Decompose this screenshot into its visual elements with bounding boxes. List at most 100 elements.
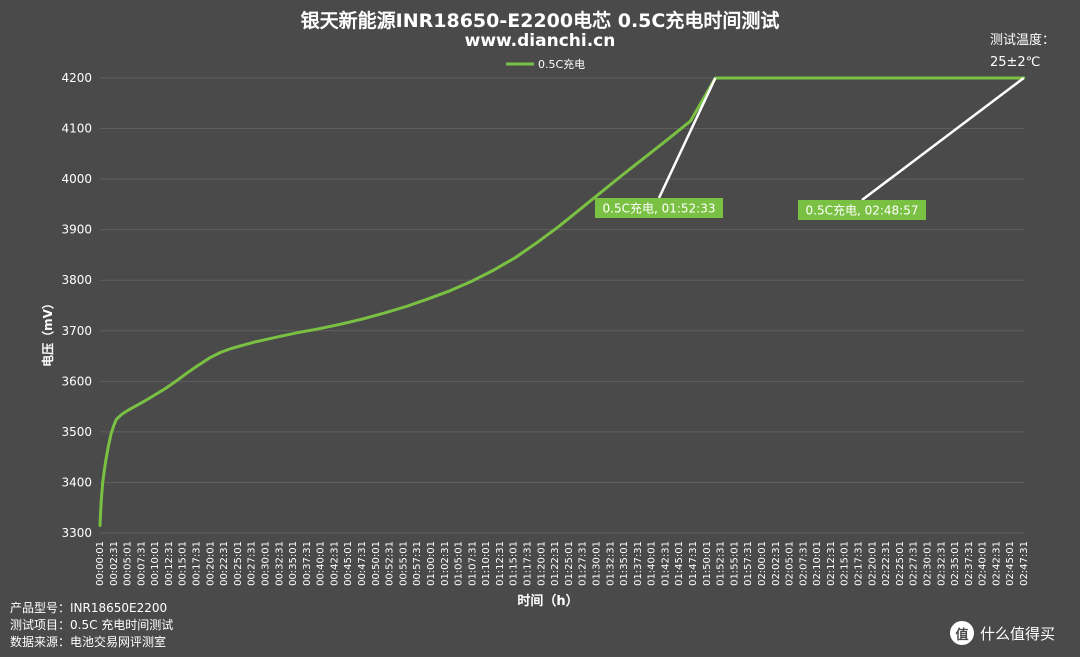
x-tick-label: 02:35:01 (950, 541, 961, 586)
y-tick-label: 3300 (61, 526, 92, 540)
x-tick-label: 00:00:01 (95, 541, 106, 586)
test-temperature: 测试温度： 25±2℃ (990, 30, 1078, 74)
legend-label: 0.5C充电 (538, 57, 585, 71)
x-tick-label: 01:32:31 (605, 541, 616, 586)
x-tick-label: 01:10:01 (481, 541, 492, 586)
x-tick-label: 02:15:01 (840, 541, 851, 586)
x-tick-label: 01:15:01 (509, 541, 520, 586)
x-tick-label: 02:27:31 (909, 541, 920, 586)
x-tick-label: 02:17:31 (854, 541, 865, 586)
x-tick-label: 02:20:01 (867, 541, 878, 586)
annotations: 0.5C充电, 01:52:33 0.5C充电, 02:48:57 (595, 77, 1025, 220)
footer-info: 产品型号：INR18650E2200 测试项目：0.5C 充电时间测试 数据来源… (10, 600, 173, 651)
x-tick-label: 01:37:31 (633, 541, 644, 586)
y-tick-label: 4200 (61, 71, 92, 85)
annotation-leader-1 (861, 77, 1025, 201)
x-tick-label: 01:40:01 (647, 541, 658, 586)
series-lines (98, 76, 1026, 527)
x-tick-label: 01:25:01 (564, 541, 575, 586)
x-tick-label: 01:42:31 (660, 541, 671, 586)
x-tick-label: 00:47:31 (357, 541, 368, 586)
x-tick-label: 00:30:01 (260, 541, 271, 586)
annotation-box-0 (595, 198, 723, 218)
x-tick-label: 02:22:31 (881, 541, 892, 586)
legend: 0.5C充电 (506, 57, 585, 71)
x-tick-label: 00:32:31 (274, 541, 285, 586)
x-tick-label: 00:50:01 (371, 541, 382, 586)
x-tick-label: 00:12:31 (164, 541, 175, 586)
x-tick-label: 01:45:01 (674, 541, 685, 586)
x-tick-label: 01:52:31 (716, 541, 727, 586)
zhi-icon: 值 (950, 621, 974, 645)
x-tick-label: 01:00:01 (426, 541, 437, 586)
annotation-leader-0 (657, 77, 717, 199)
x-tick-label: 01:12:31 (495, 541, 506, 586)
x-tick-label: 00:22:31 (219, 541, 230, 586)
x-axis-ticks: 00:00:01 00:02:31 00:05:01 00:07:31 00:10:01… (95, 541, 1030, 586)
footer-test-item: 测试项目：0.5C 充电时间测试 (10, 618, 174, 632)
x-tick-label: 02:32:31 (936, 541, 947, 586)
x-tick-label: 00:07:31 (136, 541, 147, 586)
x-tick-label: 02:07:31 (798, 541, 809, 586)
y-tick-label: 3700 (61, 324, 92, 338)
x-tick-label: 00:52:31 (385, 541, 396, 586)
x-tick-label: 00:10:01 (150, 541, 161, 586)
x-tick-label: 00:35:01 (288, 541, 299, 586)
x-tick-label: 00:45:01 (343, 541, 354, 586)
annotation-box-1 (798, 200, 926, 220)
brand-logo: 值 什么值得买 (950, 620, 1080, 646)
x-tick-label: 01:35:01 (619, 541, 630, 586)
temperature-label: 测试温度： (990, 33, 1056, 48)
x-tick-label: 02:40:01 (978, 541, 989, 586)
x-tick-label: 00:17:31 (192, 541, 203, 586)
temperature-value: 25±2℃ (990, 55, 1041, 70)
series-line-0 (98, 76, 1026, 527)
x-tick-label: 01:57:31 (743, 541, 754, 586)
x-tick-label: 01:30:01 (591, 541, 602, 586)
x-tick-label: 02:12:31 (826, 541, 837, 586)
y-tick-label: 3400 (61, 475, 92, 489)
x-tick-label: 02:02:31 (771, 541, 782, 586)
chart-subtitle: www.dianchi.cn (464, 31, 616, 51)
x-tick-label: 01:27:31 (578, 541, 589, 586)
x-tick-label: 01:07:31 (467, 541, 478, 586)
x-tick-label: 02:30:01 (922, 541, 933, 586)
grid-lines (100, 77, 1024, 534)
x-tick-label: 01:02:31 (440, 541, 451, 586)
x-axis-label: 时间（h） (517, 593, 578, 609)
x-tick-label: 01:17:31 (523, 541, 534, 586)
x-tick-label: 00:25:01 (233, 541, 244, 586)
chart-title: 银天新能源INR18650-E2200电芯 0.5C充电时间测试 (300, 10, 780, 32)
y-tick-label: 4100 (61, 122, 92, 136)
y-tick-label: 3600 (61, 374, 92, 388)
x-tick-label: 02:25:01 (895, 541, 906, 586)
footer-product-model: 产品型号：INR18650E2200 (10, 601, 168, 615)
x-tick-label: 00:02:31 (109, 541, 120, 586)
x-tick-label: 00:20:01 (205, 541, 216, 586)
y-axis-ticks: 3300 3400 3500 3600 3700 3800 3900 4000 4100 4200 (61, 71, 92, 540)
x-tick-label: 01:20:01 (536, 541, 547, 586)
x-tick-label: 00:57:31 (412, 541, 423, 586)
x-tick-label: 00:40:01 (316, 541, 327, 586)
x-tick-label: 00:55:01 (398, 541, 409, 586)
x-tick-label: 02:45:01 (1005, 541, 1016, 586)
x-tick-label: 00:15:01 (178, 541, 189, 586)
y-axis-label: 电压（mV） (40, 297, 55, 367)
x-tick-label: 02:42:31 (991, 541, 1002, 586)
x-tick-label: 02:00:01 (757, 541, 768, 586)
y-tick-label: 3900 (61, 223, 92, 237)
x-tick-label: 02:05:01 (785, 541, 796, 586)
y-tick-label: 3800 (61, 273, 92, 287)
x-tick-label: 00:37:31 (302, 541, 313, 586)
x-tick-label: 02:10:01 (812, 541, 823, 586)
x-tick-label: 01:05:01 (454, 541, 465, 586)
x-tick-label: 00:27:31 (247, 541, 258, 586)
x-tick-label: 00:42:31 (329, 541, 340, 586)
footer-data-source: 数据来源：电池交易网评测室 (10, 635, 167, 649)
x-tick-label: 02:37:31 (964, 541, 975, 586)
y-tick-label: 3500 (61, 425, 92, 439)
x-tick-label: 02:47:31 (1019, 541, 1030, 586)
x-tick-label: 01:47:31 (688, 541, 699, 586)
x-tick-label: 01:22:31 (550, 541, 561, 586)
x-tick-label: 00:05:01 (123, 541, 134, 586)
